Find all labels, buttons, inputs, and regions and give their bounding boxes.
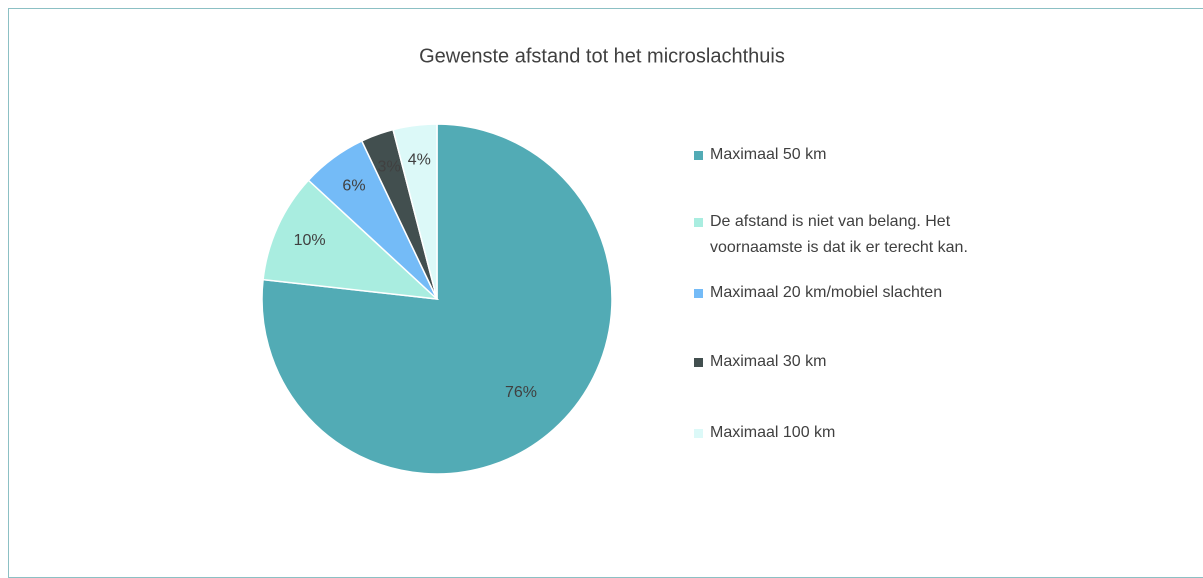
data-label: 10% <box>294 232 326 249</box>
legend-swatch <box>694 358 703 367</box>
pie-slice <box>392 123 438 300</box>
legend-item: De afstand is niet van belang. Het voorn… <box>694 209 1040 261</box>
data-label: 4% <box>408 151 431 168</box>
data-label: 6% <box>342 177 365 194</box>
data-label: 76% <box>505 384 537 401</box>
legend-label: Maximaal 100 km <box>710 424 836 441</box>
legend-swatch <box>694 289 703 298</box>
data-label: 3% <box>378 159 401 176</box>
legend-label: Maximaal 20 km/mobiel slachten <box>710 284 943 301</box>
legend-item: Maximaal 100 km <box>694 420 1040 446</box>
chart-title: Gewenste afstand tot het microslachthuis <box>419 45 785 67</box>
legend-label: Maximaal 30 km <box>710 353 827 370</box>
legend-swatch <box>694 151 703 160</box>
legend-swatch <box>694 429 703 438</box>
legend-label: De afstand is niet van belang. Het voorn… <box>710 213 968 256</box>
legend-item: Maximaal 50 km <box>694 142 1040 168</box>
legend-item: Maximaal 20 km/mobiel slachten <box>694 280 1040 306</box>
pie-slice <box>262 179 440 300</box>
legend-swatch <box>694 218 703 227</box>
legend-item: Maximaal 30 km <box>694 349 1040 375</box>
legend-label: Maximaal 50 km <box>710 146 827 163</box>
